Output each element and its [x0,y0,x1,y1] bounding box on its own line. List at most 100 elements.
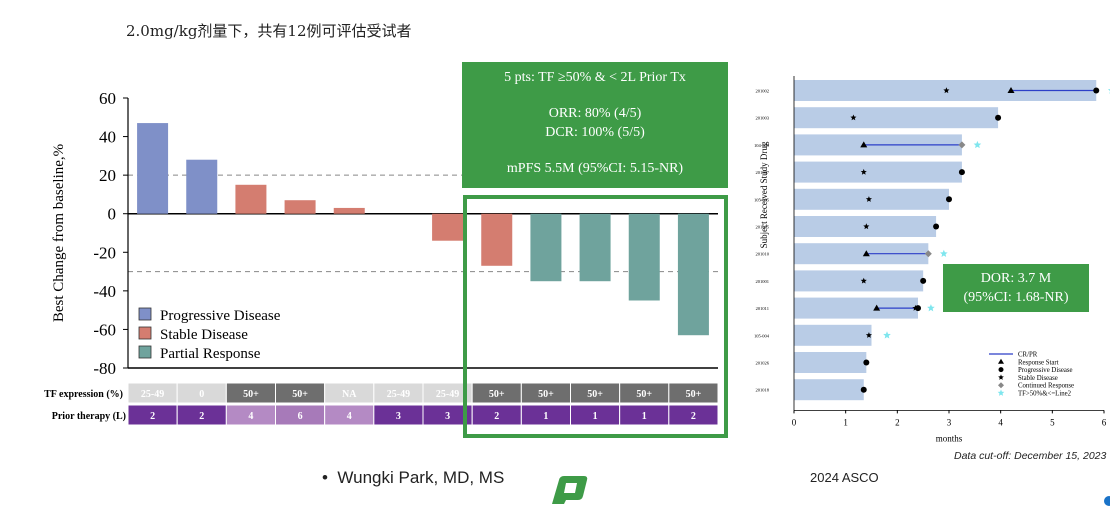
stable-disease-marker [865,196,872,202]
tf-marker [940,249,948,257]
slide-header: 2.0mg/kg剂量下，共有12例可评估受试者 [126,22,412,40]
prior-value: 1 [642,411,647,422]
tf-marker [883,331,891,339]
tf-value: 25-49 [141,389,164,400]
response-start-marker [862,250,870,257]
highlight-box: 5 pts: TF ≥50% & < 2L Prior Tx ORR: 80% … [462,62,728,188]
dor-line-2: (95%CI: 1.68-NR) [963,290,1069,305]
legend-diamond-icon [998,382,1004,389]
waterfall-bar [628,213,660,301]
tf-value: 0 [199,389,204,400]
continued-response-marker [958,141,966,149]
prior-value: 2 [691,411,696,422]
swimmer-bar [794,297,918,319]
tf-value: 50+ [292,389,308,400]
highlight-line-2: ORR: 80% (4/5) [548,106,642,121]
dor-line-1: DOR: 3.7 M [980,271,1052,286]
y-tick-label: -80 [93,359,116,378]
swimmer-bar [794,324,872,346]
response-start-marker [1007,87,1015,93]
subject-id: 201007 [756,170,770,175]
prior-value: 3 [396,411,401,422]
prior-value: 2 [150,411,155,422]
waterfall-bar [137,123,169,214]
legend-tf-star-icon [997,389,1005,396]
tf-marker [1107,89,1110,94]
subject-id: 201011 [756,306,769,311]
prior-value: 6 [298,411,303,422]
response-start-marker [873,304,881,311]
swimmer-legend-label: Progressive Disease [1018,367,1073,374]
swimmer-bar [794,107,999,129]
swimmer-legend-label: TF>50%&<=Line2 [1018,391,1072,398]
y-tick-label: 20 [99,166,116,185]
subject-id: 201002 [756,89,770,94]
subject-id: 201005 [756,225,770,230]
stable-disease-marker [943,87,950,94]
swimmer-bar [794,352,867,373]
swimmer-bar [794,270,924,292]
highlight-line-3: DCR: 100% (5/5) [545,125,645,140]
prior-value: 2 [494,411,499,422]
waterfall-bar [677,213,709,336]
tf-value: 50+ [686,389,702,400]
x-tick-label: 2 [895,417,900,427]
tf-value: 50+ [243,389,259,400]
y-axis-title: Best Change from baseline,% [51,144,67,322]
prior-value: 1 [593,411,598,422]
waterfall-bar [235,184,267,214]
prior-value: 4 [347,411,352,422]
swimmer-bar [794,379,864,401]
legend-label: Partial Response [160,346,261,362]
progressive-marker [995,114,1002,121]
y-tick-label: 40 [99,128,116,147]
legend-triangle-icon [998,358,1004,364]
waterfall-bar [579,213,611,282]
subject-id: 104-009 [754,143,770,148]
tf-value: NA [342,389,357,400]
tf-value: 50+ [587,389,603,400]
legend-swatch [138,345,152,359]
subject-id: 201010 [756,252,770,257]
x-tick-label: 1 [843,417,848,427]
prior-value: 2 [199,411,204,422]
progressive-marker [863,359,870,366]
highlight-frame [463,195,728,438]
progressive-marker [860,386,867,393]
swimmer-legend-label: Continued Response [1018,383,1074,390]
tf-cell [668,382,719,404]
stable-disease-marker [865,332,872,338]
waterfall-bar [333,207,365,214]
continued-response-marker [924,250,932,258]
swimmer-legend-label: CR/PR [1018,352,1038,359]
subject-id: 201001 [756,279,770,284]
bullet: • [322,468,328,487]
waterfall-bar [284,200,316,214]
x-tick-label: 5 [1050,417,1055,427]
x-tick-label: 3 [947,417,952,427]
x-tick-label: 6 [1102,417,1107,427]
y-tick-label: -20 [93,243,116,262]
progressive-marker [920,277,927,284]
tf-value: 25-49 [436,389,459,400]
swimmer-legend-label: Response Start [1018,359,1059,366]
response-start-marker [860,141,868,148]
highlight-line-1: 5 pts: TF ≥50% & < 2L Prior Tx [504,70,686,85]
author-name: Wungki Park, MD, MS [337,468,505,487]
x-axis-title: months [936,433,963,443]
prior-cell [668,404,719,426]
author-line: • Wungki Park, MD, MS [322,468,504,488]
progressive-marker [958,169,965,176]
subject-id: 201018 [756,388,770,393]
legend-label: Stable Disease [160,327,248,343]
prior-value: 4 [248,411,253,422]
data-cutoff: Data cut-off: December 15, 2023 [954,450,1107,462]
conference-label: 2024 ASCO [810,470,879,485]
waterfall-bar [530,213,562,282]
prior-row-label: Prior therapy (L) [52,411,126,422]
prior-value: 3 [445,411,450,422]
legend-swatch [138,326,152,340]
dor-box: DOR: 3.7 M (95%CI: 1.68-NR) [943,264,1089,312]
brand-logo-icon [552,476,588,504]
legend-swatch [138,307,152,321]
